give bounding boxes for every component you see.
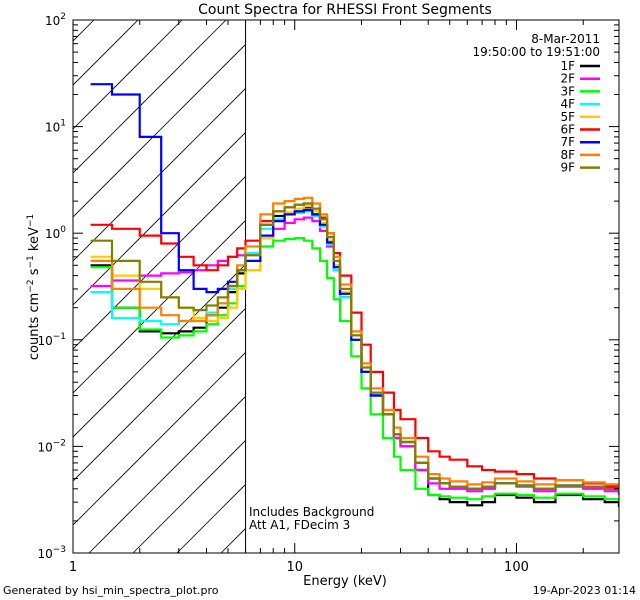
y-tick-label: 100 — [45, 225, 66, 241]
legend-label: 5F — [560, 110, 575, 124]
annotation-attenuator: Att A1, FDecim 3 — [249, 518, 350, 532]
series-line-4F — [90, 210, 619, 494]
excluded-region-hatch — [0, 20, 640, 553]
hatch-line — [73, 20, 139, 86]
series-line-7F — [90, 83, 619, 494]
series-line-8F — [90, 196, 619, 489]
y-tick-label: 10−2 — [37, 438, 66, 454]
series-line-3F — [90, 237, 619, 503]
y-tick-label: 10−3 — [37, 545, 66, 561]
hatch-line — [309, 20, 640, 553]
hatch-line — [73, 20, 227, 174]
x-tick-label: 100 — [504, 560, 529, 575]
legend-label: 8F — [560, 148, 575, 162]
legend-label: 2F — [560, 72, 575, 86]
hatch-line — [73, 20, 95, 42]
hatch-line — [132, 440, 245, 553]
series-line-5F — [90, 204, 619, 494]
x-tick-label: 10 — [286, 560, 303, 575]
hatch-line — [353, 20, 640, 553]
generated-by-footer: Generated by hsi_min_spectra_plot.pro — [3, 584, 219, 597]
series-group — [90, 83, 619, 507]
x-axis-label: Energy (keV) — [303, 574, 387, 589]
x-axis: 1 10 100 — [69, 20, 584, 575]
plot-frame — [72, 19, 620, 554]
y-axis-label: counts cm−2 s−1 keV−1 — [26, 214, 42, 360]
y-tick-label: 10−1 — [37, 332, 66, 348]
legend-label: 7F — [560, 135, 575, 149]
date-label: 8-Mar-2011 — [531, 32, 600, 46]
y-axis: 10−3 10−2 10−1 100 101 102 — [37, 12, 619, 561]
hatch-line — [73, 88, 245, 262]
hatch-line — [0, 20, 6, 553]
annotation-background: Includes Background — [249, 505, 374, 519]
series-line-6F — [90, 202, 619, 492]
hatch-line — [88, 396, 245, 553]
y-tick-label: 101 — [45, 119, 66, 135]
legend-label: 4F — [560, 97, 575, 111]
legend-label: 9F — [560, 161, 575, 175]
chart-title: Count Spectra for RHESSI Front Segments — [198, 2, 492, 18]
hatch-line — [73, 44, 245, 218]
hatch-line — [265, 20, 640, 553]
legend-label: 3F — [560, 84, 575, 98]
hatch-line — [0, 20, 50, 553]
y-tick-label: 102 — [45, 12, 66, 28]
series-line-9F — [90, 202, 619, 494]
hatch-line — [73, 352, 245, 526]
hatch-line — [73, 176, 245, 350]
x-tick-label: 1 — [69, 560, 77, 575]
timestamp-footer: 19-Apr-2023 01:14 — [533, 584, 636, 597]
legend-label: 6F — [560, 123, 575, 137]
hatch-line — [73, 264, 245, 438]
hatch-line — [73, 308, 245, 482]
time-range-label: 19:50:00 to 19:51:00 — [473, 45, 600, 59]
legend-label: 1F — [560, 59, 575, 73]
hatch-line — [73, 220, 245, 394]
hatch-line — [73, 20, 183, 130]
